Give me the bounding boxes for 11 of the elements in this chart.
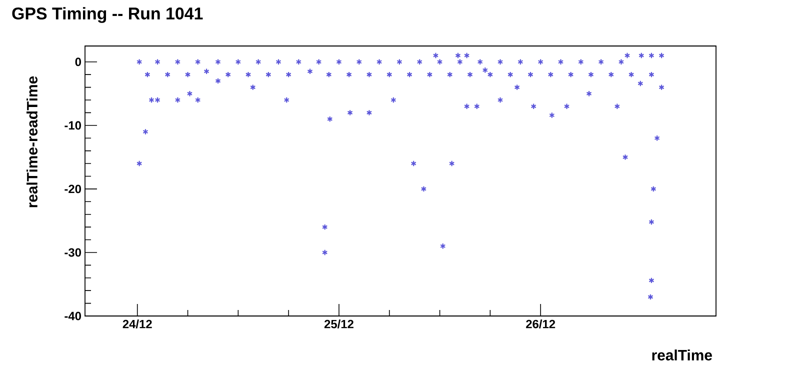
x-tick-label: 24/12 (122, 320, 152, 328)
x-axis-title: realTime (652, 350, 712, 360)
y-tick-label: -40 (64, 312, 81, 320)
x-tick-label: 26/12 (526, 320, 556, 328)
y-tick-label: -30 (64, 248, 81, 257)
y-tick-label: -20 (64, 184, 81, 194)
x-tick-label: 25/12 (324, 320, 354, 328)
y-tick-label: 0 (75, 58, 81, 66)
y-tick-label: -10 (64, 121, 81, 130)
chart-title: GPS Timing -- Run 1041 (12, 7, 203, 23)
y-axis-title: realTime-readTime (26, 76, 38, 208)
